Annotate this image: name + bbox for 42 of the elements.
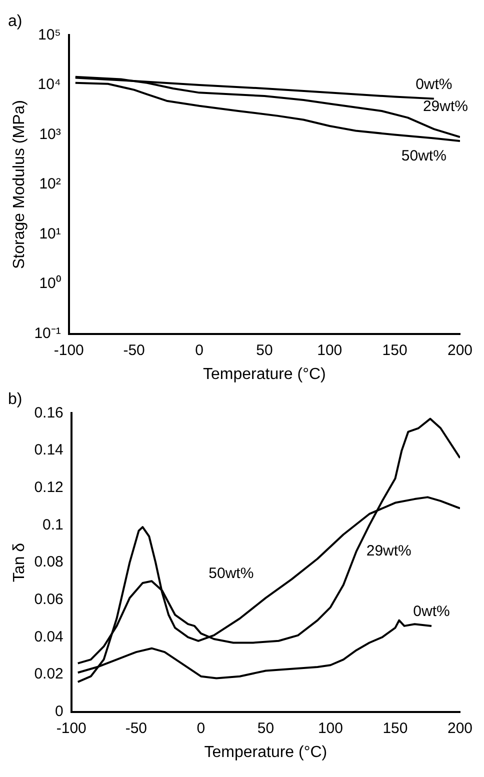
x-tick-label: -50	[123, 342, 145, 359]
y-tick-label: 0.02	[34, 666, 64, 683]
annotation: 29wt%	[366, 542, 412, 560]
x-axis-title: Temperature (°C)	[203, 366, 326, 383]
y-tick-label: 0.04	[34, 628, 64, 646]
y-tick-label: 10⁴	[38, 76, 61, 94]
y-axis-title: Tan δ	[11, 542, 28, 582]
annotation: 0wt%	[416, 76, 452, 93]
chart-title: b)	[8, 391, 22, 408]
y-tick-label: 0.12	[34, 478, 64, 496]
y-tick-label: 10³	[39, 126, 61, 143]
y-tick-label: 0.14	[34, 442, 64, 459]
y-tick-label: 0	[55, 702, 64, 720]
x-tick-label: -50	[125, 720, 148, 737]
x-tick-label: 50	[257, 720, 274, 737]
y-tick-label: 0.1	[42, 516, 64, 534]
y-tick-label: 0.08	[34, 554, 64, 571]
chart-title: a)	[8, 13, 22, 30]
annotation: 29wt%	[422, 98, 468, 116]
annotation: 50wt%	[401, 147, 446, 164]
y-tick-label: 10¹	[39, 225, 61, 242]
x-tick-label: 150	[382, 720, 408, 737]
y-tick-label: 10⁵	[38, 26, 61, 44]
annotation: 0wt%	[413, 603, 450, 620]
x-tick-label: 0	[195, 342, 204, 359]
x-axis-title: Temperature (°C)	[204, 744, 328, 761]
y-tick-label: 10²	[39, 176, 61, 193]
x-tick-label: 0	[196, 720, 206, 737]
x-tick-label: -100	[56, 720, 86, 737]
y-tick-label: 10⁻¹	[34, 324, 61, 342]
x-tick-label: 100	[317, 342, 342, 359]
y-tick-label: 0.06	[34, 590, 64, 608]
x-tick-label: 200	[447, 342, 473, 359]
annotation: 50wt%	[208, 565, 254, 582]
x-tick-label: 50	[256, 342, 273, 359]
x-tick-label: 100	[318, 720, 343, 737]
x-tick-label: 200	[447, 720, 473, 737]
x-tick-label: 150	[382, 342, 408, 359]
y-tick-label: 10⁰	[39, 275, 61, 292]
y-tick-label: 0.16	[34, 404, 64, 422]
y-axis-title: Storage Modulus (MPa)	[11, 100, 28, 269]
x-tick-label: -100	[54, 342, 84, 359]
